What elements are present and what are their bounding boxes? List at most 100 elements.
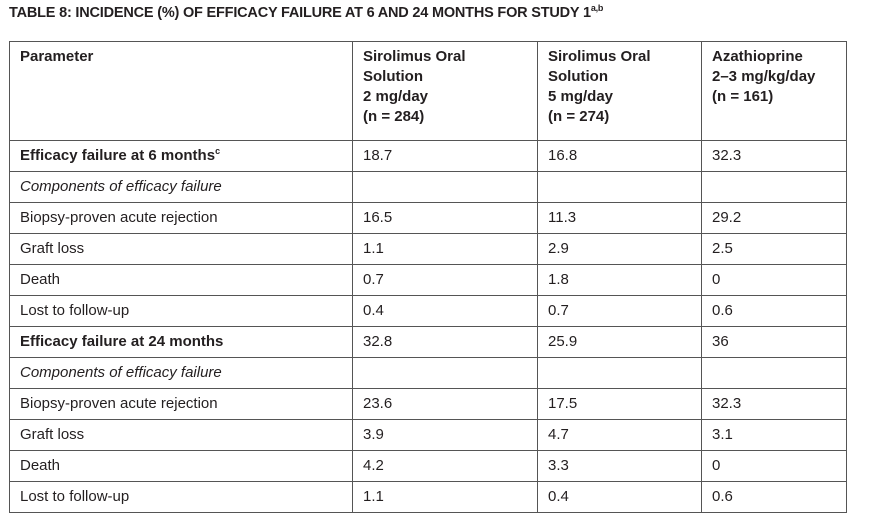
value-cell: 0.6 [701, 481, 847, 513]
value-cell: 4.7 [537, 419, 702, 451]
value-cell: 0.4 [537, 481, 702, 513]
row-label-cell: Efficacy failure at 24 months [9, 326, 353, 358]
row-label-cell: Death [9, 264, 353, 296]
header-cell: Azathioprine 2–3 mg/kg/day (n = 161) [701, 41, 847, 141]
value-cell: 0 [701, 450, 847, 482]
row-label-cell: Lost to follow-up [9, 295, 353, 327]
row-label-cell: Graft loss [9, 419, 353, 451]
table-row: Death 4.2 3.3 0 [9, 450, 847, 482]
value-cell: 36 [701, 326, 847, 358]
value-cell: 0.6 [701, 295, 847, 327]
value-cell [701, 171, 847, 203]
cell-value: 0.7 [548, 302, 569, 319]
value-cell: 2.5 [701, 233, 847, 265]
value-cell: 0.7 [352, 264, 538, 296]
row-label: Biopsy-proven acute rejection [20, 395, 218, 412]
cell-value: 0.4 [548, 488, 569, 505]
row-label-cell: Components of efficacy failure [9, 357, 353, 389]
value-cell: 11.3 [537, 202, 702, 234]
value-cell: 1.1 [352, 233, 538, 265]
title-text: TABLE 8: INCIDENCE (%) OF EFFICACY FAILU… [9, 5, 591, 21]
cell-value: 0.6 [712, 302, 733, 319]
row-label: Death [20, 457, 61, 474]
cell-value: 4.2 [363, 457, 384, 474]
value-cell: 25.9 [537, 326, 702, 358]
cell-value: 32.3 [712, 395, 742, 412]
row-label-cell: Death [9, 450, 353, 482]
value-cell: 3.9 [352, 419, 538, 451]
table-row: Components of efficacy failure [9, 171, 847, 203]
header-line: Azathioprine [712, 48, 803, 65]
cell-value: 0.4 [363, 302, 384, 319]
cell-value: 3.3 [548, 457, 569, 474]
table-row: Biopsy-proven acute rejection 23.6 17.5 32.… [9, 388, 847, 420]
cell-value: 0.6 [712, 488, 733, 505]
header-line: Solution [363, 68, 423, 85]
row-label: Efficacy failure at 24 months [20, 333, 224, 350]
row-label: Lost to follow-up [20, 302, 130, 319]
table-row: Graft loss 3.9 4.7 3.1 [9, 419, 847, 451]
header-line: Solution [548, 68, 608, 85]
row-label: Efficacy failure at 6 months [20, 147, 216, 164]
row-label-cell: Lost to follow-up [9, 481, 353, 513]
value-cell: 16.8 [537, 140, 702, 172]
cell-value: 2.5 [712, 240, 733, 257]
value-cell: 23.6 [352, 388, 538, 420]
value-cell: 1.1 [352, 481, 538, 513]
table-row: Death 0.7 1.8 0 [9, 264, 847, 296]
cell-value: 25.9 [548, 333, 578, 350]
table-row: Lost to follow-up 1.1 0.4 0.6 [9, 481, 847, 513]
table-row: Components of efficacy failure [9, 357, 847, 389]
header-row: Parameter Sirolimus Oral Solution 2 mg/day (… [9, 41, 847, 141]
header-line: Sirolimus Oral [548, 48, 651, 65]
header-line: 2 mg/day [363, 88, 429, 105]
value-cell: 3.3 [537, 450, 702, 482]
row-footnote: c [215, 146, 221, 156]
header-line: (n = 161) [712, 88, 774, 105]
cell-value: 36 [712, 333, 729, 350]
row-label: Graft loss [20, 240, 85, 257]
value-cell: 1.8 [537, 264, 702, 296]
cell-value: 23.6 [363, 395, 393, 412]
title-footnote: a,b [590, 3, 604, 14]
value-cell: 18.7 [352, 140, 538, 172]
cell-value: 32.8 [363, 333, 393, 350]
value-cell [352, 171, 538, 203]
table-row: Biopsy-proven acute rejection 16.5 11.3 29.… [9, 202, 847, 234]
value-cell: 2.9 [537, 233, 702, 265]
row-label: Death [20, 271, 61, 288]
value-cell [701, 357, 847, 389]
header-cell: Sirolimus Oral Solution 5 mg/day (n = 274) [537, 41, 702, 141]
cell-value: 1.1 [363, 488, 384, 505]
row-label-cell: Graft loss [9, 233, 353, 265]
data-table: Parameter Sirolimus Oral Solution 2 mg/day (… [9, 41, 847, 513]
row-label: Components of efficacy failure [20, 364, 222, 381]
table-row: Lost to follow-up 0.4 0.7 0.6 [9, 295, 847, 327]
value-cell: 0.4 [352, 295, 538, 327]
header-cell: Sirolimus Oral Solution 2 mg/day (n = 284) [352, 41, 538, 141]
value-cell: 0 [701, 264, 847, 296]
header-line: 2–3 mg/kg/day [712, 68, 816, 85]
value-cell: 17.5 [537, 388, 702, 420]
cell-value: 0 [712, 457, 721, 474]
row-label-cell: Components of efficacy failure [9, 171, 353, 203]
value-cell [352, 357, 538, 389]
table-body: Efficacy failure at 6 monthsc 18.7 16.8 32.… [9, 140, 847, 513]
cell-value: 32.3 [712, 147, 742, 164]
header-line: 5 mg/day [548, 88, 614, 105]
cell-value: 16.5 [363, 209, 393, 226]
row-label-cell: Efficacy failure at 6 monthsc [9, 140, 353, 172]
row-label-cell: Biopsy-proven acute rejection [9, 388, 353, 420]
value-cell: 32.8 [352, 326, 538, 358]
cell-value: 1.1 [363, 240, 384, 257]
header-line: (n = 274) [548, 108, 610, 125]
value-cell: 3.1 [701, 419, 847, 451]
header-line: (n = 284) [363, 108, 425, 125]
cell-value: 3.1 [712, 426, 733, 443]
value-cell: 4.2 [352, 450, 538, 482]
cell-value: 3.9 [363, 426, 384, 443]
row-label: Biopsy-proven acute rejection [20, 209, 218, 226]
cell-value: 16.8 [548, 147, 578, 164]
header-line: Sirolimus Oral [363, 48, 466, 65]
value-cell: 16.5 [352, 202, 538, 234]
